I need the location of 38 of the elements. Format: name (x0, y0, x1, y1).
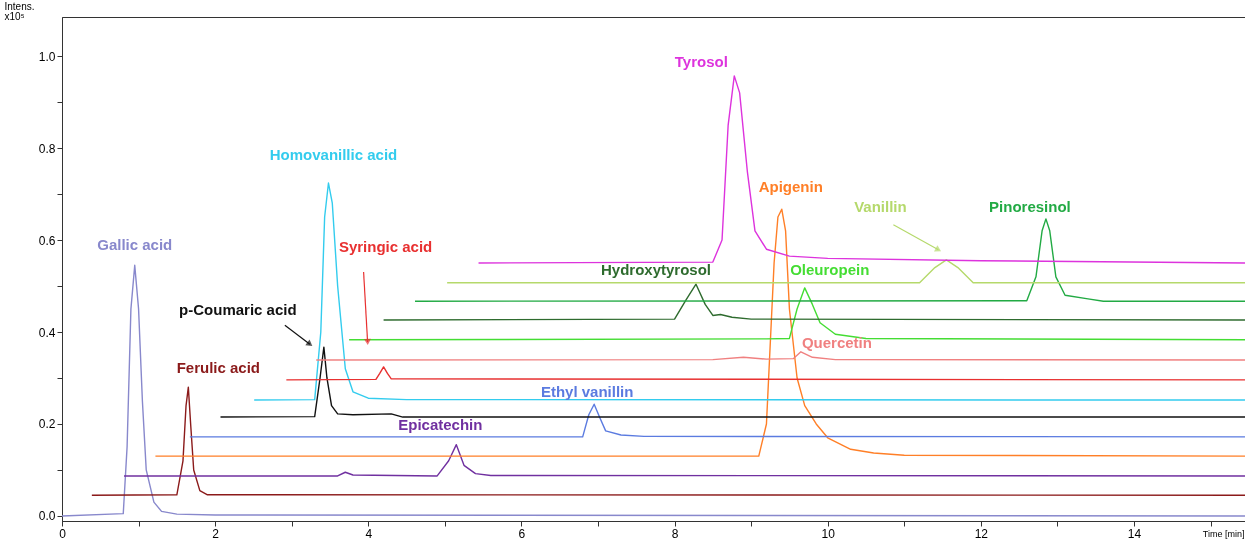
series-label: Apigenin (758, 178, 823, 196)
y-tick-label: 0.4 (38, 325, 56, 340)
line-series (123, 443, 1245, 477)
x-tick-label: 4 (365, 526, 373, 541)
x-tick-label: 2 (212, 526, 220, 541)
text: Syringic acid (338, 237, 433, 255)
series-label: Homovanillic acid (269, 146, 398, 164)
x-tick-label: 0 (59, 526, 67, 541)
series-label: Pinoresinol (989, 197, 1071, 215)
series-label: Epicatechin (398, 415, 483, 433)
y-tick-label: 0.8 (38, 141, 56, 156)
y-tick-label: 0.0 (38, 509, 56, 524)
line-series (189, 403, 1245, 438)
text: Vanillin (854, 197, 907, 215)
text: p-Coumaric acid (179, 301, 297, 319)
series-label: Hydroxytyrosol (600, 261, 712, 279)
series-label: Tyrosol (674, 52, 728, 70)
line-series (91, 386, 1245, 496)
x-tick-label: 12 (974, 526, 989, 541)
line-series (477, 75, 1245, 264)
x-tick-label: 10 (821, 526, 836, 541)
series-label: Quercetin (801, 333, 872, 351)
series-label: Ethyl vanillin (540, 383, 634, 401)
line-series (382, 283, 1245, 321)
x-tick-label: 14 (1127, 526, 1142, 541)
series-label: Oleuropein (790, 260, 870, 278)
series-label: Gallic acid (97, 236, 173, 254)
x-tick-label: 8 (671, 526, 679, 541)
line-series (315, 351, 1245, 361)
x-tick-label: 6 (518, 526, 526, 541)
y-tick-label: 0.2 (38, 417, 56, 432)
x-axis-title: Time [min] (1202, 528, 1245, 539)
y-tick-label: 0.6 (38, 233, 56, 248)
line-series (285, 366, 1245, 381)
line-series (61, 264, 1245, 517)
y-tick-label: 1.0 (38, 49, 56, 64)
y-axis-title: Intens. x10⁵ (4, 0, 35, 22)
series-label: Ferulic acid (176, 359, 261, 377)
